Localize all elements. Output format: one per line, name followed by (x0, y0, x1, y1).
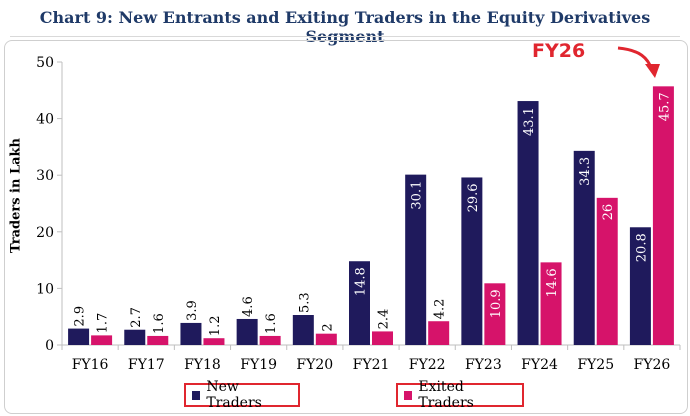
data-label: 43.1 (522, 107, 537, 136)
callout-arrow-line (617, 46, 654, 71)
bar-exited-traders (484, 283, 506, 345)
x-tick-label: FY19 (240, 357, 277, 373)
x-tick-label: FY20 (296, 357, 333, 373)
bar-exited-traders (652, 86, 674, 345)
data-label: 3.9 (185, 300, 200, 321)
bar-exited-traders (540, 262, 562, 345)
data-label: 26 (601, 204, 616, 221)
bar-new-traders (349, 261, 370, 345)
data-label: 1.7 (96, 313, 111, 334)
bar-new-traders (405, 174, 427, 345)
y-tick-label: 20 (36, 225, 54, 241)
data-label: 2.4 (377, 309, 392, 330)
x-tick-label: FY16 (72, 357, 109, 373)
title-divider (10, 36, 680, 37)
bar-exited-traders (428, 321, 450, 345)
bar-new-traders (573, 150, 595, 345)
bar-new-traders (517, 101, 539, 345)
y-tick-label: 10 (36, 281, 54, 297)
x-tick-label: FY24 (521, 357, 558, 373)
chart-frame (4, 40, 688, 414)
bar-new-traders (629, 227, 651, 345)
legend-swatch-exited (404, 390, 413, 400)
data-label: 34.3 (578, 157, 593, 186)
data-label: 14.6 (545, 268, 560, 297)
x-tick-label: FY18 (184, 357, 221, 373)
legend-new-traders: New Traders (184, 379, 300, 411)
data-label: 4.6 (241, 296, 256, 317)
bar-exited-traders (91, 335, 113, 345)
callout-label: FY26 (532, 40, 586, 62)
title-bar (0, 0, 690, 38)
data-label: 4.2 (433, 299, 448, 320)
bar-new-traders (68, 328, 90, 345)
chart-data-labels: 2.9 1.7 2.7 1.6 3.9 1.2 4.6 1.6 5.3 2 14.8 2.4 30.1 4… (73, 92, 673, 336)
bar-new-traders (292, 315, 314, 345)
data-label: 45.7 (657, 92, 672, 121)
y-tick-label: 30 (36, 168, 54, 184)
data-label: 2 (320, 323, 335, 331)
data-label: 1.2 (208, 316, 223, 337)
bar-exited-traders (147, 335, 169, 345)
legend-exited-traders: Exited Traders (396, 379, 524, 411)
bar-new-traders (236, 318, 258, 345)
data-label: 30.1 (410, 181, 425, 210)
x-tick-label: FY23 (465, 357, 502, 373)
data-label: 1.6 (152, 313, 167, 334)
data-label: 1.6 (264, 313, 279, 334)
y-tick-label: 50 (36, 55, 54, 71)
chart-title: Chart 9: New Entrants and Exiting Trader… (39, 8, 651, 46)
data-label: 20.8 (634, 233, 649, 262)
bar-exited-traders (203, 338, 225, 345)
bar-exited-traders (315, 333, 337, 345)
x-tick-label: FY25 (577, 357, 614, 373)
data-label: 2.7 (129, 307, 144, 328)
chart-axes: 0 10 20 30 40 50 FY16 FY17 FY18 FY19 FY20 FY21 FY22 F… (36, 55, 681, 373)
callout-arrow-head (645, 64, 660, 78)
legend-label-exited: Exited Traders (418, 379, 474, 411)
data-label: 2.9 (73, 306, 88, 327)
x-tick-label: FY26 (634, 357, 671, 373)
chart-bars (68, 86, 674, 345)
x-tick-label: FY21 (353, 357, 390, 373)
data-label: 10.9 (489, 289, 504, 318)
x-tick-label: FY22 (409, 357, 446, 373)
y-tick-label: 0 (45, 338, 54, 354)
bar-exited-traders (372, 331, 393, 345)
y-axis-label: Traders in Lakh (8, 138, 24, 253)
bar-exited-traders (596, 197, 618, 345)
legend-label-new: New Traders (206, 379, 262, 411)
bar-new-traders (180, 322, 202, 345)
bar-new-traders (124, 329, 146, 345)
x-tick-label: FY17 (128, 357, 165, 373)
data-label: 5.3 (297, 292, 312, 313)
bar-exited-traders (259, 335, 281, 345)
callout-arrow (617, 46, 660, 78)
bar-new-traders (461, 177, 483, 345)
y-tick-label: 40 (36, 112, 54, 128)
data-label: 14.8 (354, 267, 369, 296)
data-label: 29.6 (466, 183, 481, 212)
legend-swatch-new (192, 390, 201, 400)
